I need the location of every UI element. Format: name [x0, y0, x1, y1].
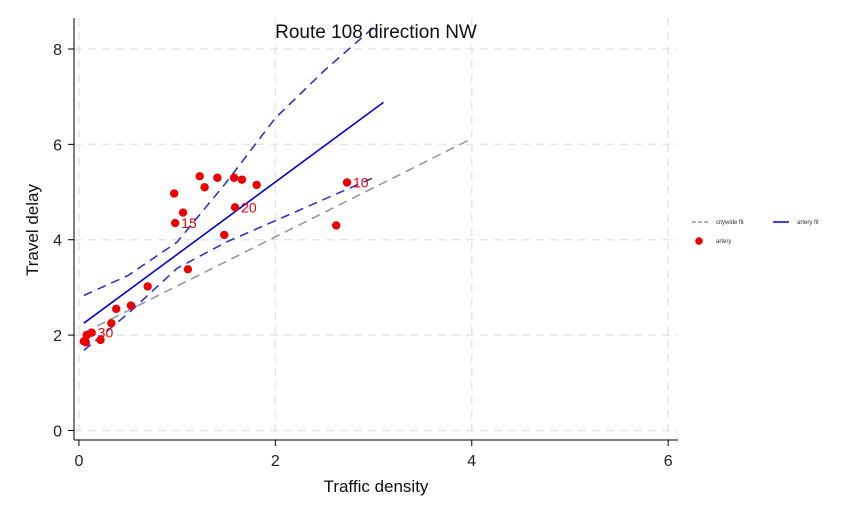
y-tick-label: 8 [53, 42, 62, 59]
legend-label: artery fit [797, 220, 819, 226]
x-tick-label: 4 [467, 453, 476, 470]
y-tick-label: 4 [53, 233, 62, 250]
point-annotations: 10 15 20 30 [98, 175, 369, 341]
x-tick-label: 6 [664, 453, 673, 470]
data-point [213, 173, 222, 182]
artery-fit-line [83, 101, 384, 324]
data-point [112, 304, 121, 314]
legend: citywide fit artery fit artery [692, 220, 819, 245]
data-point [200, 183, 209, 192]
y-tick-label: 6 [53, 137, 62, 154]
point-annotation: 15 [181, 215, 197, 231]
data-point [195, 172, 204, 181]
point-annotation: 20 [241, 199, 257, 215]
data-point [126, 301, 136, 310]
legend-item: citywide fit [692, 220, 744, 226]
y-axis-title: Travel delay [23, 184, 42, 276]
x-tick-label: 2 [271, 453, 280, 470]
point-annotation: 10 [353, 175, 369, 191]
fit-lines [83, 101, 473, 334]
ci-upper-line [83, 26, 375, 297]
legend-dot-swatch [695, 237, 703, 245]
y-tick-label: 0 [53, 423, 62, 440]
legend-item: artery fit [773, 220, 819, 226]
data-point [252, 180, 261, 190]
data-point [87, 328, 96, 337]
data-points [79, 172, 352, 347]
x-tick-label: 0 [74, 453, 83, 470]
data-point [178, 208, 188, 217]
data-point [342, 178, 352, 187]
data-point [220, 230, 229, 240]
y-tick-label: 2 [53, 328, 62, 345]
ci-lower-line [83, 176, 374, 352]
data-point [229, 173, 239, 182]
chart-title: Route 108 direction NW [275, 22, 477, 43]
axes [73, 18, 678, 441]
data-point [143, 282, 152, 291]
grid [74, 18, 678, 440]
data-point [170, 218, 180, 228]
data-point [237, 175, 247, 184]
citywide-fit-line [83, 137, 473, 334]
data-point [107, 318, 116, 328]
data-point [183, 265, 193, 274]
legend-label: citywide fit [716, 220, 744, 226]
data-point [332, 221, 341, 230]
ticks: 0 2 4 6 0 2 4 6 8 [53, 42, 673, 470]
confidence-band [83, 26, 375, 352]
data-point [169, 189, 179, 198]
x-axis-title: Traffic density [324, 477, 429, 496]
data-point [96, 335, 105, 345]
point-annotation: 30 [98, 325, 114, 341]
data-point [81, 338, 90, 347]
data-point [230, 203, 240, 212]
legend-item: artery [695, 237, 731, 245]
legend-label: artery [716, 239, 731, 245]
